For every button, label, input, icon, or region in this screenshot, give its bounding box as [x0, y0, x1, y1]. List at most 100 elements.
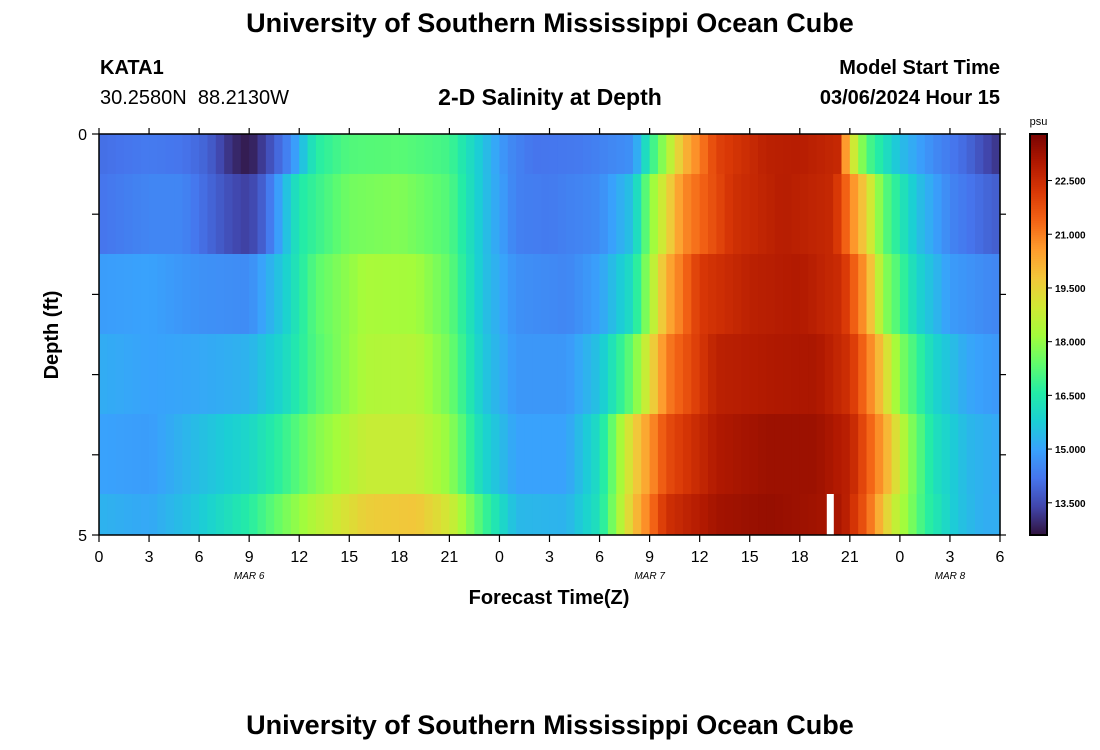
heatmap-cell [574, 134, 584, 174]
heatmap-cell [265, 134, 275, 174]
heatmap-cell [282, 334, 292, 414]
heatmap-cell [174, 174, 184, 254]
colorbar-swatch [1030, 144, 1047, 147]
heatmap-cell [499, 334, 509, 414]
heatmap-cell [249, 414, 259, 494]
heatmap-cell [607, 494, 617, 535]
date-label: MAR 6 [234, 571, 265, 582]
heatmap-cell [357, 334, 367, 414]
colorbar-swatch [1030, 348, 1047, 352]
heatmap-cell [724, 334, 734, 414]
colorbar-swatch [1030, 474, 1047, 478]
heatmap-cell [290, 414, 300, 494]
heatmap-cell [199, 174, 209, 254]
colorbar-tick-label: 13.500 [1055, 499, 1086, 510]
heatmap-cell [124, 414, 133, 494]
y-axis: 05 [78, 127, 1006, 545]
heatmap-cell [849, 174, 859, 254]
heatmap-cell [541, 414, 551, 494]
heatmap-cell [349, 334, 359, 414]
heatmap-cell [624, 254, 634, 334]
heatmap-cell [432, 174, 442, 254]
heatmap-cell [315, 334, 325, 414]
heatmap-cell [708, 334, 717, 414]
heatmap-cell [574, 414, 584, 494]
colorbar-swatch [1030, 366, 1047, 370]
heatmap-cell [908, 254, 918, 334]
heatmap-cell [182, 174, 192, 254]
heatmap-cell [741, 494, 751, 535]
heatmap-cell [616, 334, 626, 414]
colorbar-swatch [1030, 328, 1047, 332]
heatmap-cell [457, 334, 467, 414]
x-tick-label: 3 [145, 549, 154, 566]
colorbar-swatch [1030, 252, 1047, 255]
heatmap-cell [215, 334, 225, 414]
heatmap-cell [883, 254, 893, 334]
heatmap-cell [457, 494, 467, 535]
heatmap-cell [716, 254, 726, 334]
heatmap-cell [257, 334, 267, 414]
colorbar-swatch [1030, 194, 1047, 197]
colorbar-swatch [1030, 364, 1047, 368]
colorbar-swatch [1030, 244, 1047, 247]
heatmap-cell [349, 494, 359, 535]
heatmap-cell [983, 134, 993, 174]
station-id: KATA1 [100, 57, 164, 79]
heatmap-cell [124, 494, 133, 535]
heatmap-cell [657, 494, 667, 535]
heatmap-cell [499, 134, 509, 174]
heatmap-cell [382, 494, 392, 535]
date-label: MAR 8 [935, 571, 966, 582]
heatmap-cell [282, 254, 292, 334]
colorbar-tick-label: 18.000 [1055, 338, 1086, 349]
colorbar-swatch [1030, 524, 1047, 528]
heatmap-cell [924, 414, 934, 494]
heatmap-cell [249, 254, 259, 334]
heatmap-cell [766, 414, 776, 494]
heatmap-cell [933, 494, 943, 535]
colorbar-tick-label: 22.500 [1055, 177, 1086, 188]
heatmap-cell [933, 254, 943, 334]
heatmap-cell [507, 134, 517, 174]
heatmap-cell [332, 134, 342, 174]
heatmap-cell [507, 254, 517, 334]
heatmap-cell [883, 174, 893, 254]
heatmap-cell [432, 334, 442, 414]
heatmap-cell [474, 254, 484, 334]
heatmap-cell [849, 494, 859, 535]
heatmap-cell [424, 334, 434, 414]
heatmap-cell [349, 414, 359, 494]
colorbar-swatch [1030, 428, 1047, 432]
heatmap-cell [749, 254, 759, 334]
heatmap-cell [941, 134, 951, 174]
colorbar-swatch [1030, 434, 1047, 438]
heatmap-cell [724, 414, 734, 494]
heatmap-cell [532, 174, 542, 254]
y-tick-label: 0 [78, 127, 87, 144]
colorbar-swatch [1030, 426, 1047, 430]
colorbar-swatch [1030, 174, 1047, 177]
colorbar-swatch [1030, 438, 1047, 442]
heatmap-cell [99, 254, 108, 334]
colorbar-swatch [1030, 502, 1047, 506]
heatmap-cell [299, 334, 309, 414]
heatmap-cell [532, 494, 542, 535]
colorbar-swatch [1030, 412, 1047, 416]
heatmap-cell [99, 414, 108, 494]
colorbar-swatch [1030, 134, 1047, 137]
heatmap-cell [699, 414, 709, 494]
heatmap-cell [974, 494, 984, 535]
heatmap-cell [215, 134, 225, 174]
heatmap-cell [841, 134, 851, 174]
heatmap-cell [207, 134, 217, 174]
colorbar-tick-label: 16.500 [1055, 391, 1086, 402]
heatmap-cell [899, 414, 909, 494]
heatmap-cell [607, 134, 617, 174]
heatmap-cell [374, 254, 384, 334]
heatmap-cell [716, 414, 726, 494]
heatmap-cell [791, 134, 801, 174]
heatmap-cell [616, 174, 626, 254]
colorbar-swatch [1030, 522, 1047, 526]
heatmap-cell [182, 254, 192, 334]
